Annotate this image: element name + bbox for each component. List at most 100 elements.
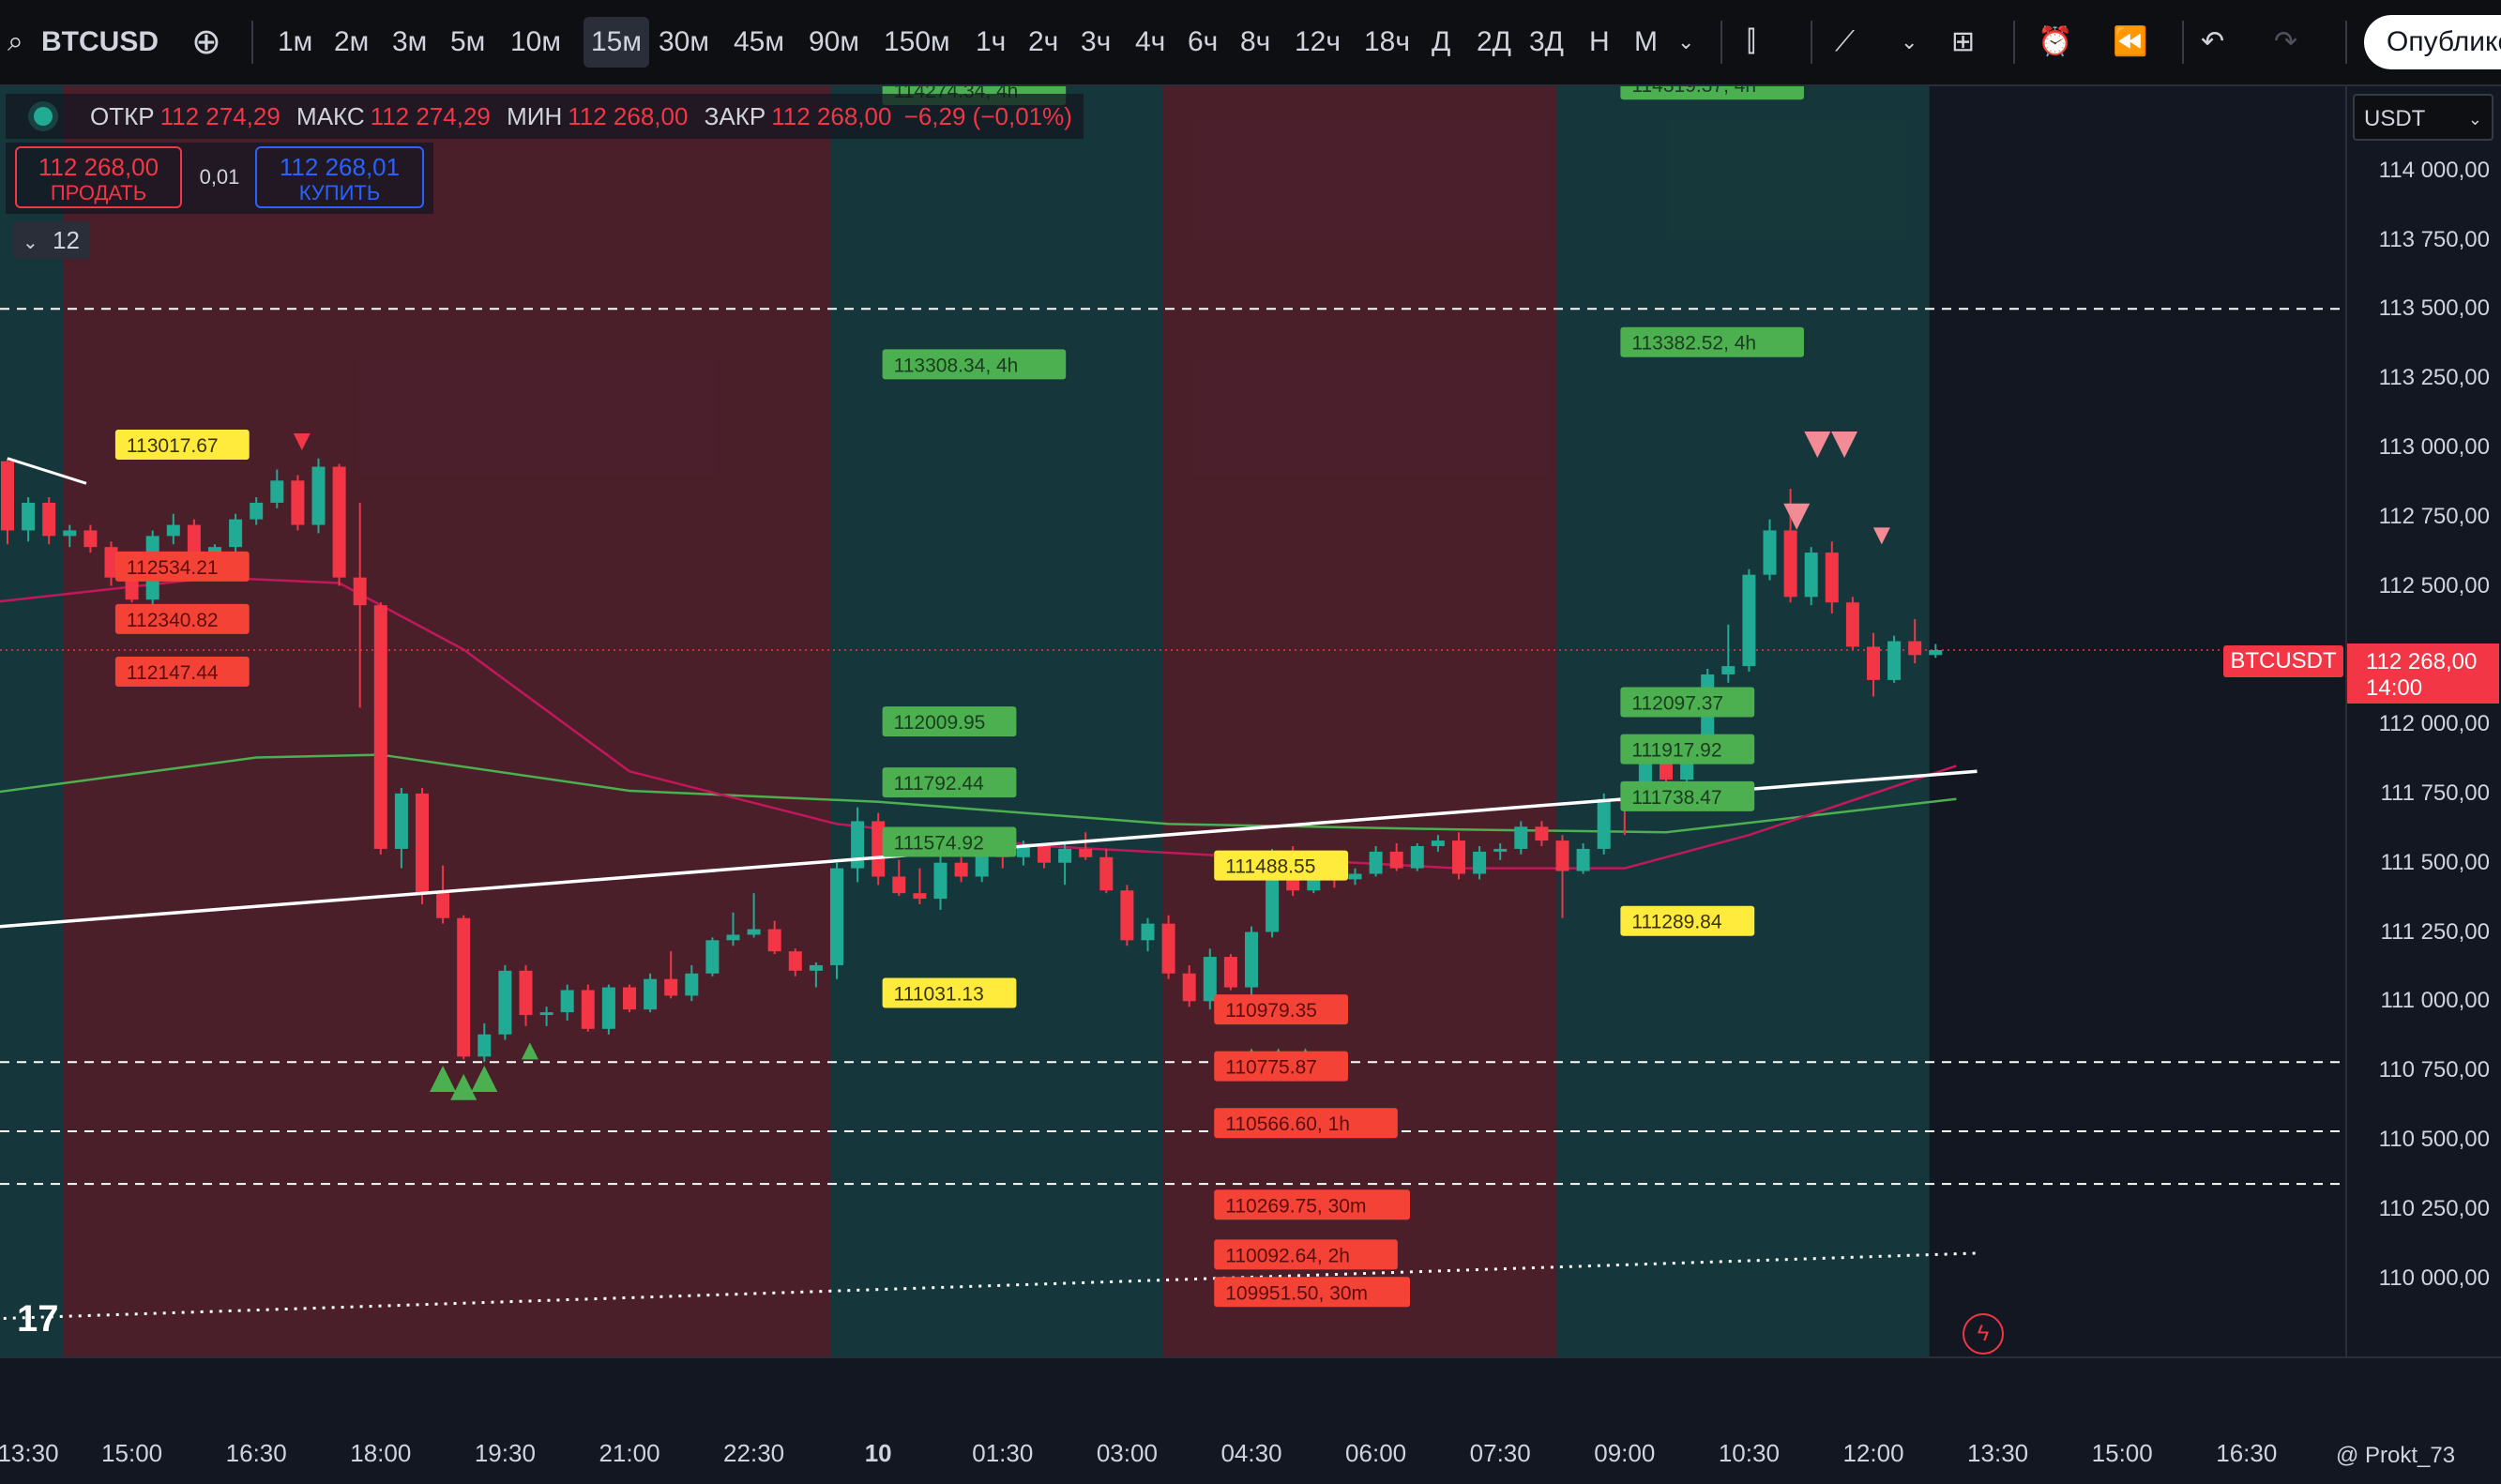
symbol-name[interactable]: BTCUSD bbox=[41, 26, 159, 57]
interval-1ч[interactable]: 1ч bbox=[976, 26, 1007, 57]
level-label-box bbox=[1620, 326, 1804, 357]
bull-zone bbox=[0, 86, 64, 1356]
bear-candle bbox=[1161, 923, 1175, 974]
interval-3м[interactable]: 3м bbox=[392, 26, 428, 57]
interval-Н[interactable]: Н bbox=[1589, 26, 1610, 57]
price-tick-label: 113 000,00 bbox=[2378, 433, 2490, 460]
level-label-text: 113017.67 bbox=[127, 435, 219, 457]
bull-candle bbox=[311, 466, 326, 525]
interval-3ч[interactable]: 3ч bbox=[1081, 26, 1112, 57]
add-symbol-icon[interactable]: ⊕ bbox=[191, 23, 221, 62]
buy-signal-triangle-icon bbox=[450, 1073, 477, 1100]
undo-icon[interactable]: ↶ bbox=[2201, 26, 2225, 57]
level-label-box bbox=[882, 826, 1017, 857]
toolbar-divider bbox=[2182, 21, 2184, 64]
candle-style-icon[interactable]: ⫿ bbox=[1747, 26, 1756, 57]
interval-45м[interactable]: 45м bbox=[734, 26, 784, 57]
interval-Д[interactable]: Д bbox=[1432, 26, 1451, 57]
chevron-down-icon[interactable]: ⌄ bbox=[1901, 30, 1918, 53]
time-tick-label: 22:30 bbox=[723, 1439, 785, 1467]
publish-button[interactable]: Опубликовать bbox=[2364, 15, 2501, 69]
search-icon[interactable]: ⌕ bbox=[8, 26, 23, 57]
change-value: −6,29 (−0,01%) bbox=[903, 102, 1072, 130]
interval-10м[interactable]: 10м bbox=[510, 26, 561, 57]
interval-М[interactable]: М bbox=[1634, 26, 1658, 57]
bear-candle bbox=[1182, 973, 1196, 1002]
bull-candle bbox=[394, 793, 408, 849]
layout-grid-icon[interactable]: ⊞ bbox=[1951, 26, 1976, 57]
redo-icon[interactable]: ↷ bbox=[2274, 26, 2298, 57]
bear-candle bbox=[623, 987, 636, 1010]
level-label-box bbox=[114, 551, 250, 582]
bull-candle bbox=[1410, 845, 1424, 869]
price-tick-label: 111 000,00 bbox=[2380, 988, 2490, 1014]
interval-3Д[interactable]: 3Д bbox=[1529, 26, 1565, 57]
interval-15м[interactable]: 15м bbox=[584, 17, 649, 68]
bull-candle bbox=[498, 970, 512, 1035]
interval-90м[interactable]: 90м bbox=[809, 26, 859, 57]
interval-6ч[interactable]: 6ч bbox=[1188, 26, 1219, 57]
time-tick-label: 04:30 bbox=[1220, 1439, 1282, 1467]
time-tick-label: 12:00 bbox=[1842, 1439, 1904, 1467]
time-tick-label: 10 bbox=[864, 1439, 892, 1467]
interval-12ч[interactable]: 12ч bbox=[1295, 26, 1341, 57]
bear-candle bbox=[104, 547, 118, 578]
interval-1м[interactable]: 1м bbox=[278, 26, 313, 57]
high-value: 112 274,29 bbox=[370, 102, 491, 130]
sell-signal-triangle-icon bbox=[1804, 431, 1831, 458]
interval-2м[interactable]: 2м bbox=[334, 26, 370, 57]
spread-value: 0,01 bbox=[199, 165, 240, 189]
replay-icon[interactable]: ⏪ bbox=[2113, 26, 2148, 57]
level-label-text: 112147.44 bbox=[127, 662, 219, 684]
buy-button[interactable]: 112 268,01 КУПИТЬ bbox=[255, 146, 424, 208]
bull-candle bbox=[1887, 641, 1902, 680]
level-label-text: 112009.95 bbox=[894, 712, 986, 734]
price-axis[interactable]: 114 000,00 113 750,00 113 500,00 113 250,00… bbox=[2345, 86, 2501, 1356]
level-label-text: 111289.84 bbox=[1631, 912, 1721, 933]
level-label-text: 111488.55 bbox=[1225, 856, 1315, 878]
indicators-icon[interactable]: ⟋ bbox=[1835, 26, 1855, 57]
interval-2ч[interactable]: 2ч bbox=[1028, 26, 1059, 57]
sell-price: 112 268,00 bbox=[38, 153, 159, 181]
lightning-icon[interactable]: ϟ bbox=[1963, 1313, 2004, 1355]
bull-candle bbox=[1929, 649, 1943, 656]
bull-candle bbox=[22, 502, 36, 531]
price-chart[interactable]: 114274.34, 4h114319.37, 4h113308.34, 4h1… bbox=[0, 86, 2345, 1356]
indicators-toggle[interactable]: ⌄ 12 bbox=[13, 221, 90, 259]
bear-candle bbox=[353, 577, 367, 606]
bear-candle bbox=[1079, 848, 1093, 857]
interval-5м[interactable]: 5м bbox=[450, 26, 486, 57]
interval-150м[interactable]: 150м bbox=[884, 26, 950, 57]
sell-button[interactable]: 112 268,00 ПРОДАТЬ bbox=[15, 146, 182, 208]
level-label-text: 113382.52, 4h bbox=[1631, 333, 1756, 355]
sell-signal-triangle-icon bbox=[1872, 527, 1890, 545]
level-label-box bbox=[1214, 994, 1349, 1025]
time-tick-label: 15:00 bbox=[2091, 1439, 2153, 1467]
chart-pane[interactable]: 114274.34, 4h114319.37, 4h113308.34, 4h1… bbox=[0, 86, 2345, 1356]
bull-candle bbox=[644, 978, 658, 1010]
level-label-box bbox=[1214, 850, 1349, 881]
interval-8ч[interactable]: 8ч bbox=[1240, 26, 1271, 57]
alert-clock-icon[interactable]: ⏰ bbox=[2038, 26, 2073, 57]
bear-candle bbox=[1535, 826, 1549, 841]
interval-30м[interactable]: 30м bbox=[659, 26, 709, 57]
time-axis[interactable]: 13:30 15:00 16:30 18:00 19:30 21:00 22:30 10 01:… bbox=[0, 1356, 2501, 1484]
bear-candle bbox=[1867, 646, 1880, 680]
level-label-box bbox=[1620, 780, 1755, 811]
interval-2Д[interactable]: 2Д bbox=[1477, 26, 1512, 57]
bear-candle bbox=[416, 793, 429, 894]
time-tick-label: 07:30 bbox=[1469, 1439, 1531, 1467]
interval-18ч[interactable]: 18ч bbox=[1364, 26, 1410, 57]
level-label-text: 110979.35 bbox=[1225, 1000, 1317, 1022]
tradingview-logo-icon[interactable]: 17 bbox=[17, 1298, 59, 1340]
level-label-box bbox=[1620, 905, 1755, 936]
bar-countdown: 14:00 bbox=[2366, 675, 2423, 701]
interval-4ч[interactable]: 4ч bbox=[1135, 26, 1166, 57]
level-label-box bbox=[1620, 687, 1755, 718]
price-tick-label: 110 250,00 bbox=[2378, 1195, 2490, 1221]
buy-price: 112 268,01 bbox=[279, 153, 401, 181]
chevron-down-icon[interactable]: ⌄ bbox=[1677, 30, 1695, 53]
bull-candle bbox=[1431, 840, 1445, 846]
currency-select[interactable]: USDT ⌄ bbox=[2353, 94, 2493, 141]
time-tick-label: 10:30 bbox=[1718, 1439, 1780, 1467]
